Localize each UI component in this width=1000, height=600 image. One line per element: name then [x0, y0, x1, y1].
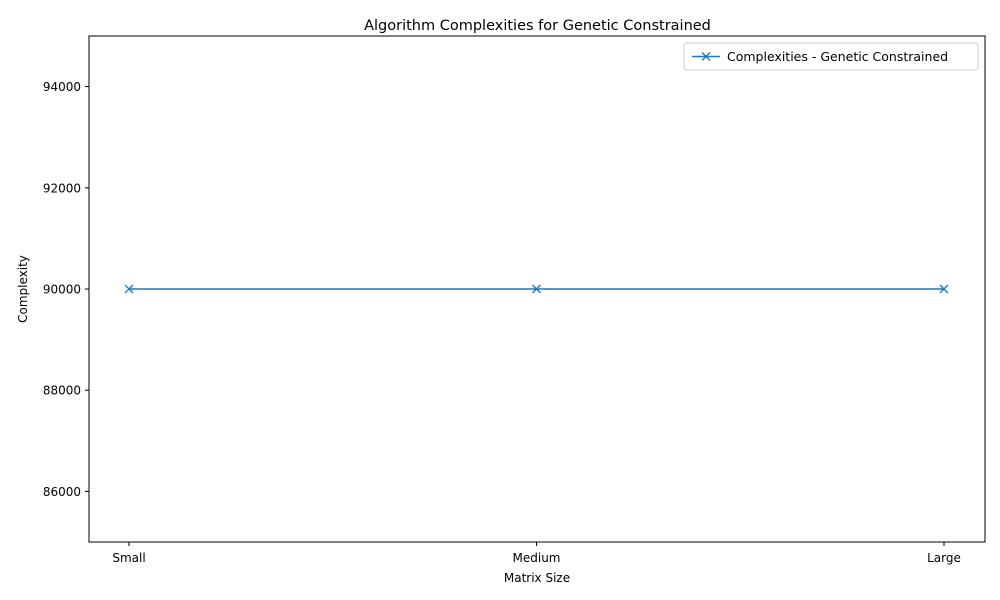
legend-marker-glyph [701, 52, 711, 61]
legend: Complexities - Genetic Constrained [683, 42, 979, 71]
data-point-marker [939, 284, 949, 294]
x-tick-label: Small [112, 551, 145, 565]
legend-x-marker [701, 52, 711, 61]
x-axis-ticks: Small Medium Large [112, 542, 961, 565]
series-layer [124, 284, 949, 294]
x-axis-label: Matrix Size [504, 571, 570, 585]
legend-series-label: Complexities - Genetic Constrained [727, 49, 948, 64]
x-tick-label: Large [927, 551, 961, 565]
y-tick-label: 94000 [43, 80, 81, 94]
data-point-marker [124, 284, 134, 294]
legend-box [683, 42, 979, 71]
plot-frame [88, 35, 986, 543]
chart-title: Algorithm Complexities for Genetic Const… [364, 18, 711, 34]
y-tick-label: 86000 [43, 485, 81, 499]
y-tick-label: 92000 [43, 181, 81, 195]
x-tick-label: Medium [513, 551, 561, 565]
y-tick-label: 90000 [43, 283, 81, 297]
y-axis-ticks: 86000 88000 90000 92000 94000 [43, 80, 89, 499]
y-axis-label: Complexity [16, 255, 30, 323]
data-point-marker [532, 284, 541, 294]
y-tick-label: 88000 [43, 384, 81, 398]
